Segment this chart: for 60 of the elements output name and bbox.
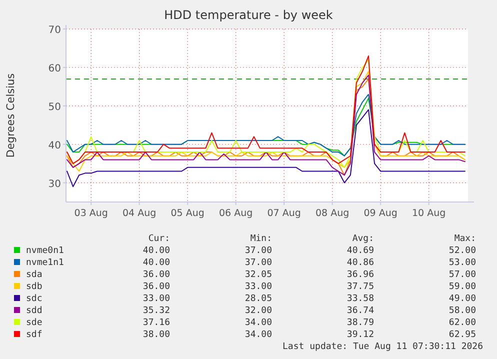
text: Max: [454, 234, 476, 244]
legend-label: sdc [26, 294, 42, 304]
text: 33.00 [244, 282, 272, 292]
text: 59.00 [448, 282, 476, 292]
text: 36.00 [142, 282, 170, 292]
y-tick-label: 70 [48, 25, 61, 36]
text: 37.00 [244, 258, 272, 268]
text: 37.75 [346, 282, 374, 292]
text: 49.00 [448, 294, 476, 304]
x-tick-label: 05 Aug [170, 208, 204, 219]
y-tick-label: 60 [48, 63, 61, 74]
text: Cur: [148, 234, 170, 244]
text: 53.00 [448, 258, 476, 268]
text: 34.00 [244, 330, 272, 340]
legend-label: sde [26, 318, 42, 328]
legend-label: sdd [26, 306, 42, 316]
legend-label: sda [26, 270, 42, 280]
text: 36.00 [142, 270, 170, 280]
legend-label: nvme0n1 [26, 246, 64, 256]
x-tick-label: 04 Aug [122, 208, 156, 219]
x-tick-label: 09 Aug [364, 208, 398, 219]
text: 38.00 [142, 330, 170, 340]
y-tick-label: 40 [48, 140, 61, 152]
x-tick-label: 03 Aug [74, 208, 108, 219]
legend-label: sdb [26, 282, 42, 292]
text: 36.74 [346, 306, 374, 316]
text: 38.79 [346, 318, 374, 328]
text: 40.86 [346, 258, 374, 268]
x-tick-label: 06 Aug [219, 208, 253, 219]
text: 32.00 [244, 306, 272, 316]
text: 28.05 [244, 294, 272, 304]
text: 57.00 [448, 270, 476, 280]
text: 36.96 [346, 270, 374, 280]
text: 58.00 [448, 306, 476, 316]
y-tick-label: 30 [48, 178, 61, 190]
text: 40.00 [142, 246, 170, 256]
text: Avg: [352, 234, 374, 244]
text: 40.00 [142, 258, 170, 268]
text: 52.00 [448, 246, 476, 256]
text: 33.00 [142, 294, 170, 304]
x-tick-label: 10 Aug [412, 208, 446, 219]
y-axis-title: Degrees Celsius [5, 73, 17, 158]
text: 32.05 [244, 270, 272, 280]
chart-title: HDD temperature - by week [164, 8, 333, 22]
text: 62.95 [448, 330, 476, 340]
text: Last update: Tue Aug 11 07:30:11 2026 [282, 342, 483, 352]
y-tick-label: 50 [48, 102, 61, 113]
text: Min: [250, 234, 272, 244]
text: 39.12 [346, 330, 374, 340]
x-tick-label: 08 Aug [315, 208, 350, 219]
x-tick-label: 07 Aug [267, 208, 301, 219]
text: 37.16 [142, 318, 170, 328]
legend-label: sdf [26, 330, 42, 340]
text: 33.58 [346, 294, 374, 304]
text: 35.32 [142, 306, 170, 316]
text: 34.00 [244, 318, 272, 328]
text: 37.00 [244, 246, 272, 256]
text: 40.69 [346, 246, 374, 256]
text: 62.00 [448, 318, 476, 328]
legend-label: nvme1n1 [26, 258, 64, 268]
